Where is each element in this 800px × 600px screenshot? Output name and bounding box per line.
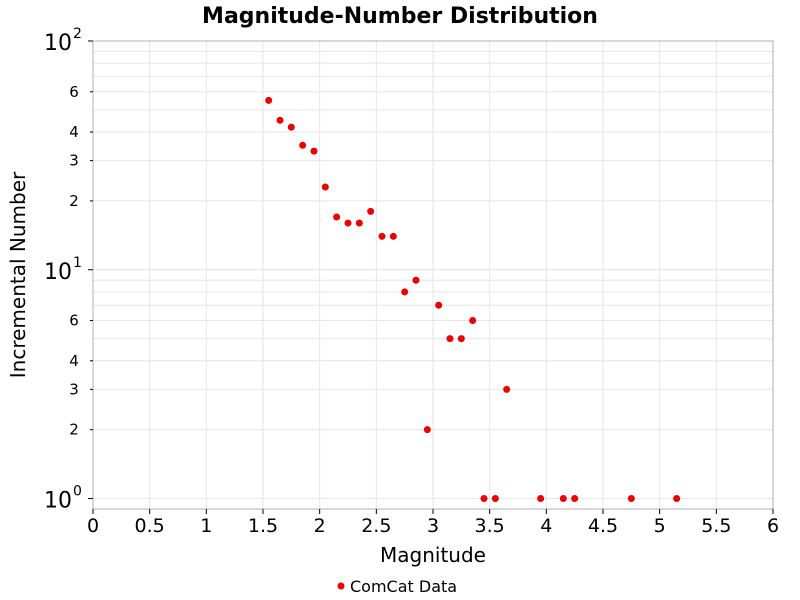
data-point (435, 301, 443, 309)
x-tick-label: 5.5 (701, 515, 731, 537)
data-point (389, 232, 397, 240)
data-point (287, 123, 295, 131)
data-point (673, 495, 681, 503)
data-point (310, 147, 318, 155)
y-major-tick-exponent: 0 (73, 484, 82, 500)
data-point (355, 219, 363, 227)
data-point (537, 495, 545, 503)
x-tick-label: 4 (540, 515, 552, 537)
legend-label-comcat: ComCat Data (350, 577, 457, 596)
data-point (571, 495, 579, 503)
data-point (491, 495, 499, 503)
data-point (344, 219, 352, 227)
data-point (265, 96, 273, 104)
x-tick-label: 2 (314, 515, 326, 537)
y-minor-tick-label: 2 (69, 192, 79, 210)
y-axis-label: Incremental Number (6, 171, 30, 378)
y-minor-tick-label: 2 (69, 421, 79, 439)
y-major-tick-exponent: 2 (73, 26, 82, 42)
x-axis-ticks: 0 0.5 1 1.5 2 2.5 3 3.5 4 4.5 5 5.5 6 (87, 509, 779, 537)
y-major-tick-exponent: 1 (73, 255, 82, 271)
x-tick-label: 4.5 (588, 515, 618, 537)
data-point (412, 276, 420, 284)
data-point (446, 335, 454, 343)
data-point (401, 288, 409, 296)
data-point (321, 183, 329, 191)
y-major-tick-label: 10 (44, 260, 72, 285)
x-tick-label: 0.5 (135, 515, 165, 537)
x-tick-label: 5 (654, 515, 666, 537)
data-point (276, 116, 284, 124)
y-minor-tick-label: 4 (69, 352, 79, 370)
chart-title: Magnitude-Number Distribution (202, 4, 598, 29)
y-minor-tick-label: 6 (69, 312, 79, 330)
legend-marker (337, 582, 345, 590)
data-point (627, 495, 635, 503)
data-point (457, 335, 465, 343)
x-tick-label: 1.5 (248, 515, 278, 537)
data-point (559, 495, 567, 503)
x-axis-label: Magnitude (380, 543, 486, 567)
x-tick-label: 2.5 (361, 515, 391, 537)
y-major-tick-label: 10 (44, 31, 72, 56)
data-point (503, 385, 511, 393)
y-major-tick-label: 10 (44, 489, 72, 514)
data-point (333, 213, 341, 221)
y-minor-tick-label: 4 (69, 123, 79, 141)
y-minor-tick-label: 3 (69, 380, 79, 398)
data-point (378, 232, 386, 240)
data-point (367, 207, 375, 215)
x-tick-label: 6 (767, 515, 779, 537)
x-tick-label: 0 (87, 515, 99, 537)
data-point (469, 317, 477, 325)
data-points (265, 96, 681, 503)
x-tick-label: 3 (427, 515, 439, 537)
legend: ComCat Data (337, 577, 457, 596)
x-tick-label: 3.5 (475, 515, 505, 537)
y-minor-tick-label: 3 (69, 152, 79, 170)
y-minor-tick-label: 6 (69, 83, 79, 101)
x-tick-label: 1 (200, 515, 212, 537)
data-point (480, 495, 488, 503)
data-point (299, 141, 307, 149)
data-point (423, 426, 431, 434)
